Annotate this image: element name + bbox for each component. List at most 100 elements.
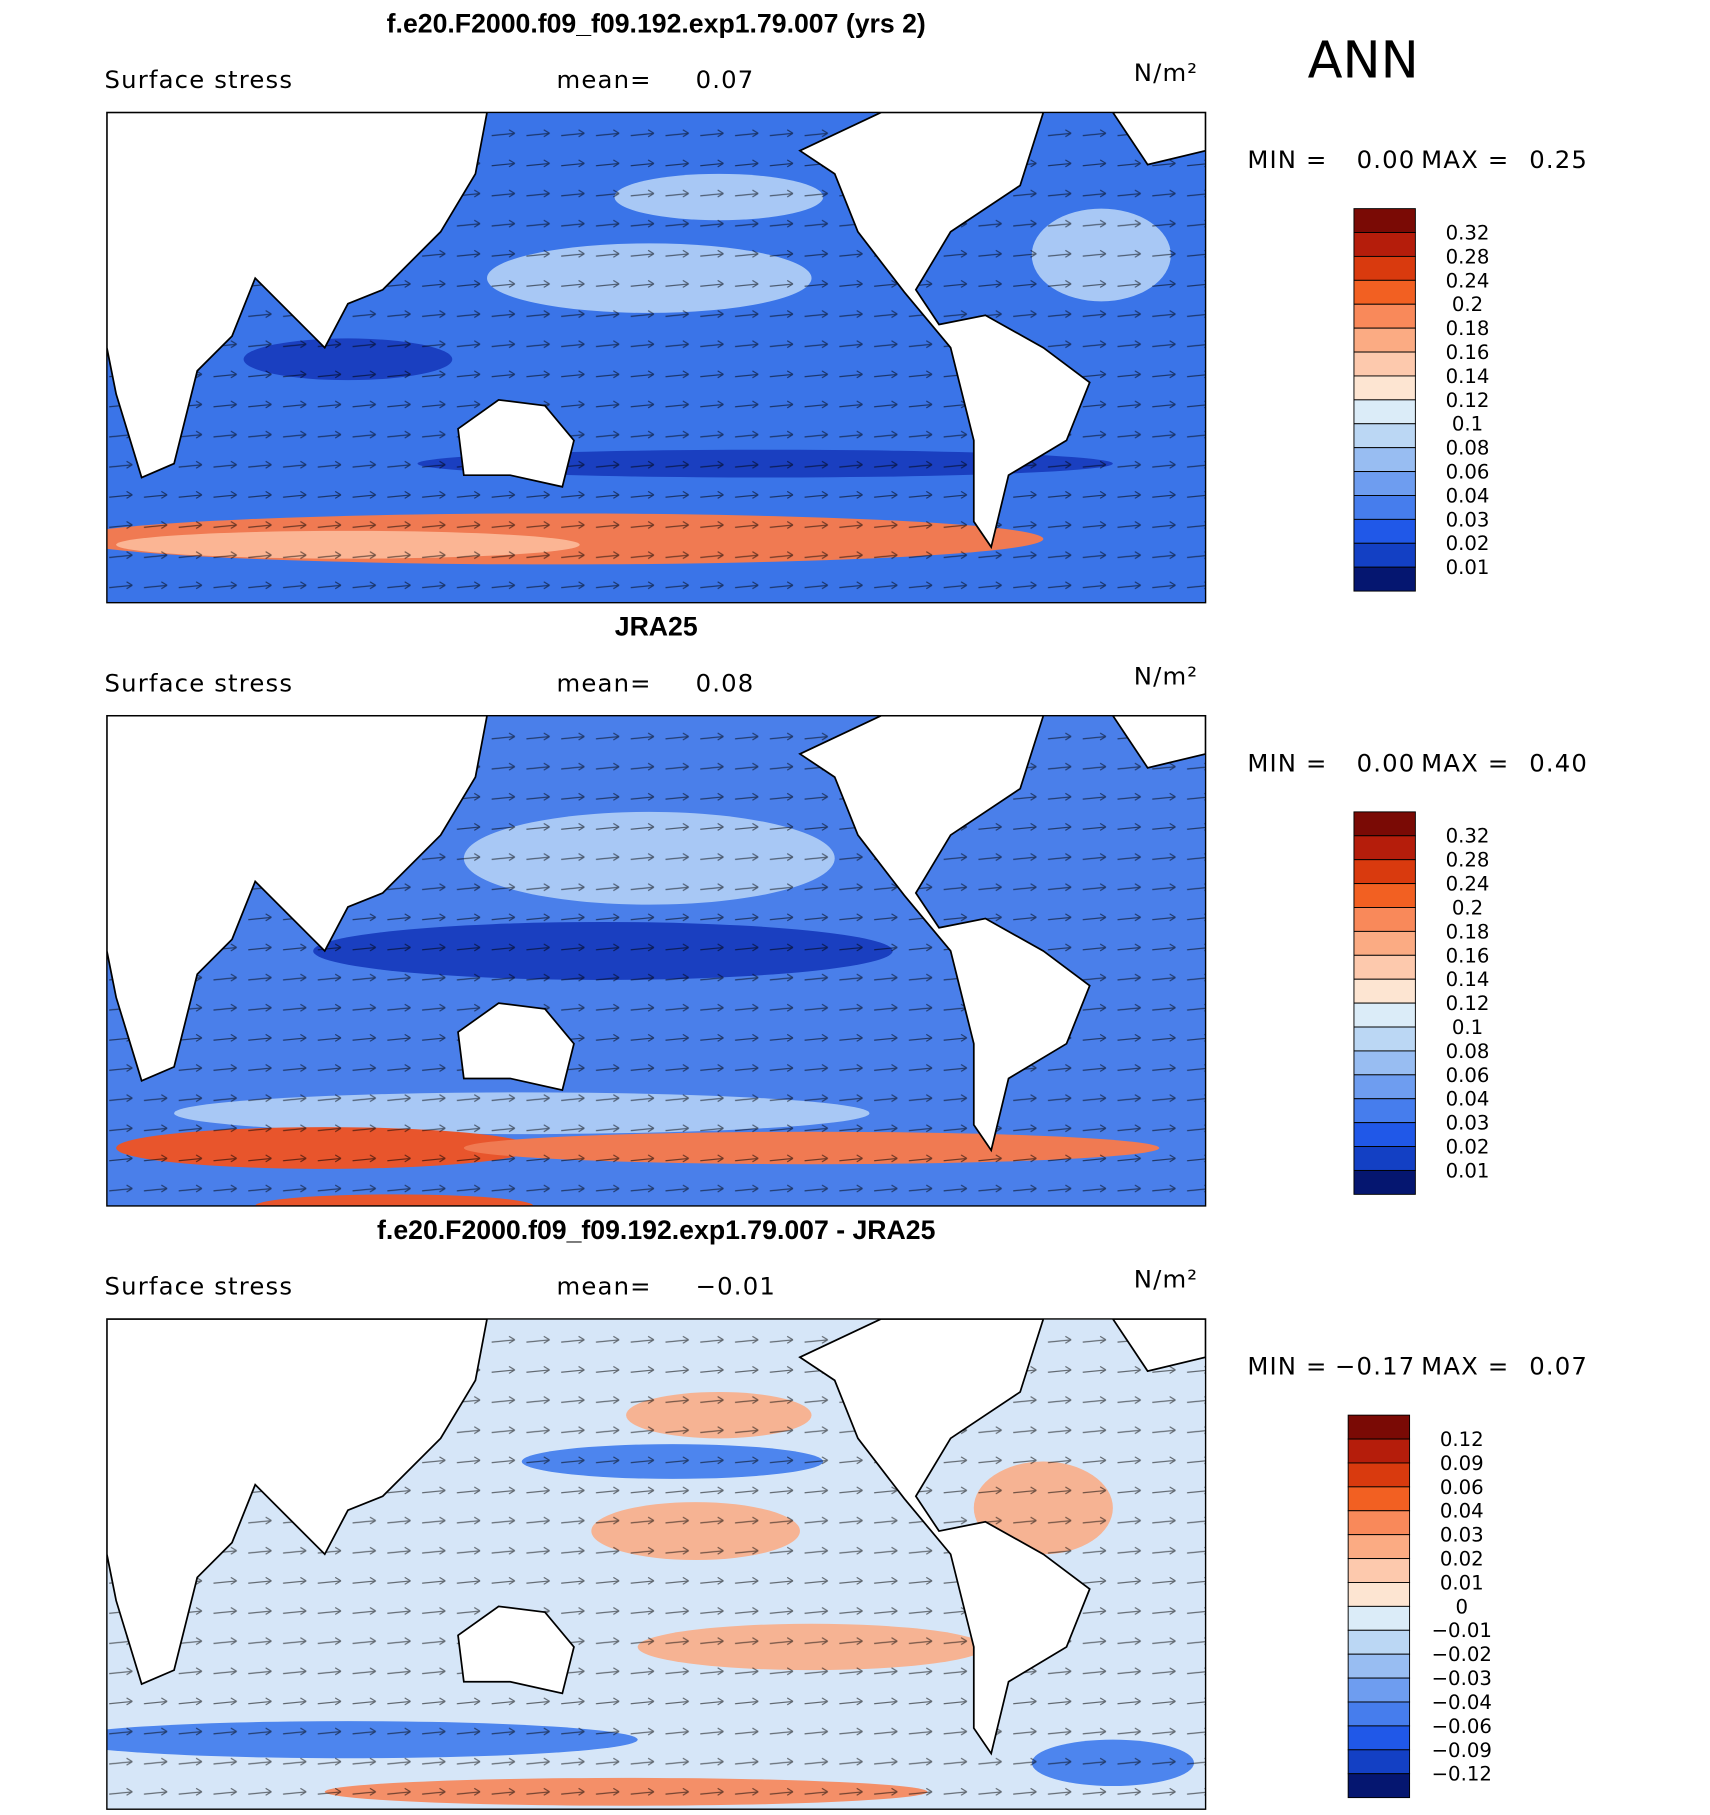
variable-label: Surface stress <box>105 65 294 94</box>
colorbar-swatch <box>1353 1098 1416 1124</box>
colorbar-label: −0.04 <box>1432 1691 1492 1714</box>
colorbar-swatch <box>1353 279 1416 305</box>
mean-label: mean= <box>557 668 652 697</box>
colorbar-swatch <box>1353 303 1416 329</box>
max-value: 0.40 <box>1529 748 1588 777</box>
mean-label: mean= <box>557 65 652 94</box>
map <box>106 112 1206 603</box>
colorbar-label: 0.2 <box>1452 896 1483 919</box>
colorbar-swatch <box>1347 1701 1411 1727</box>
colorbar-swatch <box>1347 1677 1411 1703</box>
colorbar-swatch <box>1347 1414 1411 1440</box>
colorbar-label: 0.1 <box>1452 413 1483 436</box>
colorbar-swatch <box>1353 1002 1416 1028</box>
panel-title: f.e20.F2000.f09_f09.192.exp1.79.007 (yrs… <box>387 8 926 38</box>
colorbar-swatch <box>1353 907 1416 932</box>
min-value: 0.00 <box>1357 145 1416 174</box>
min-label: MIN = <box>1247 1352 1327 1381</box>
colorbar-label: 0.02 <box>1440 1548 1484 1571</box>
colorbar-label: 0 <box>1455 1595 1468 1618</box>
units-label: N/m² <box>1134 58 1198 87</box>
colorbar-label: 0.06 <box>1446 461 1490 484</box>
max-value: 0.25 <box>1529 145 1588 174</box>
colorbar-label: 0.04 <box>1446 1088 1490 1111</box>
colorbar-swatch <box>1353 859 1416 885</box>
colorbar-label: 0.18 <box>1446 317 1490 340</box>
colorbar-swatch <box>1353 327 1416 353</box>
colorbar-label: 0.12 <box>1446 389 1490 412</box>
colorbar-swatch <box>1353 1146 1416 1171</box>
colorbar-label: −0.02 <box>1432 1643 1492 1666</box>
colorbar-swatch <box>1347 1773 1411 1799</box>
map <box>106 715 1206 1206</box>
colorbar-label: 0.2 <box>1452 293 1483 316</box>
colorbar-swatch <box>1353 930 1416 956</box>
colorbar-label: 0.03 <box>1446 508 1490 531</box>
colorbar-swatch <box>1353 471 1416 496</box>
colorbar-label: −0.06 <box>1432 1715 1492 1738</box>
max-label: MAX = <box>1421 1352 1509 1381</box>
colorbar-swatch <box>1353 542 1416 568</box>
colorbar-swatch <box>1353 1050 1416 1076</box>
colorbar-label: 0.16 <box>1446 341 1490 364</box>
mean-value: −0.01 <box>696 1272 776 1301</box>
colorbar-swatch <box>1353 1074 1416 1100</box>
colorbar-swatch <box>1353 835 1416 861</box>
season-label: ANN <box>1308 32 1419 91</box>
colorbar-swatch <box>1347 1653 1411 1679</box>
colorbar-swatch <box>1347 1629 1411 1655</box>
panel: JRA25 Surface stress mean= 0.08 N/m² MIN = 0.0… <box>105 612 1588 1207</box>
colorbar-label: 0.14 <box>1446 968 1490 991</box>
colorbar-label: 0.14 <box>1446 365 1490 388</box>
colorbar-swatch <box>1353 399 1416 425</box>
mean-value: 0.07 <box>696 65 755 94</box>
panel-title: f.e20.F2000.f09_f09.192.exp1.79.007 - JR… <box>377 1215 936 1245</box>
mean-label: mean= <box>557 1272 652 1301</box>
colorbar-label: −0.09 <box>1432 1739 1492 1762</box>
colorbar-swatch <box>1347 1510 1411 1536</box>
colorbar-swatch <box>1353 232 1416 257</box>
units-label: N/m² <box>1134 1265 1198 1294</box>
colorbar-label: 0.24 <box>1446 269 1490 292</box>
max-label: MAX = <box>1421 145 1509 174</box>
colorbar-swatch <box>1353 495 1416 520</box>
colorbar-label: 0.12 <box>1446 992 1490 1015</box>
colorbar-label: 0.02 <box>1446 532 1490 555</box>
colorbar-swatch <box>1353 978 1416 1004</box>
colorbar-label: 0.03 <box>1446 1112 1490 1135</box>
map-frame <box>106 111 1207 604</box>
colorbar-label: 0.04 <box>1440 1500 1484 1523</box>
colorbar-label: −0.12 <box>1432 1763 1492 1786</box>
panel: f.e20.F2000.f09_f09.192.exp1.79.007 (yrs… <box>105 8 1588 604</box>
colorbar-label: 0.02 <box>1446 1135 1490 1158</box>
colorbar-swatch <box>1353 351 1416 377</box>
colorbar-swatch <box>1353 1026 1416 1052</box>
colorbar-swatch <box>1353 208 1416 233</box>
colorbar-label: 0.01 <box>1446 1159 1490 1182</box>
colorbar-label: 0.01 <box>1446 556 1490 579</box>
colorbar-label: 0.1 <box>1452 1016 1483 1039</box>
colorbar-label: −0.01 <box>1432 1619 1492 1642</box>
colorbar-swatch <box>1353 375 1416 401</box>
colorbar-swatch <box>1347 1486 1411 1512</box>
colorbar-label: 0.18 <box>1446 920 1490 943</box>
colorbar-swatch <box>1353 447 1416 473</box>
colorbar-label: 0.24 <box>1446 873 1490 896</box>
colorbar-label: 0.32 <box>1446 825 1490 848</box>
map-frame <box>106 1318 1207 1810</box>
map <box>106 1318 1206 1810</box>
colorbar-label: 0.16 <box>1446 944 1490 967</box>
colorbar-swatch <box>1347 1605 1411 1631</box>
min-value: −0.17 <box>1335 1352 1415 1381</box>
colorbar-label: −0.03 <box>1432 1667 1492 1690</box>
colorbar-label: 0.01 <box>1440 1571 1484 1594</box>
colorbar-label: 0.06 <box>1446 1064 1490 1087</box>
colorbar-swatch <box>1353 883 1416 908</box>
colorbar-swatch <box>1347 1462 1411 1488</box>
colorbar-label: 0.08 <box>1446 437 1490 460</box>
colorbar-label: 0.28 <box>1446 245 1490 268</box>
max-value: 0.07 <box>1529 1352 1588 1381</box>
colorbar-label: 0.03 <box>1440 1524 1484 1547</box>
colorbar-swatch <box>1347 1725 1411 1751</box>
colorbar-label: 0.32 <box>1446 221 1490 244</box>
